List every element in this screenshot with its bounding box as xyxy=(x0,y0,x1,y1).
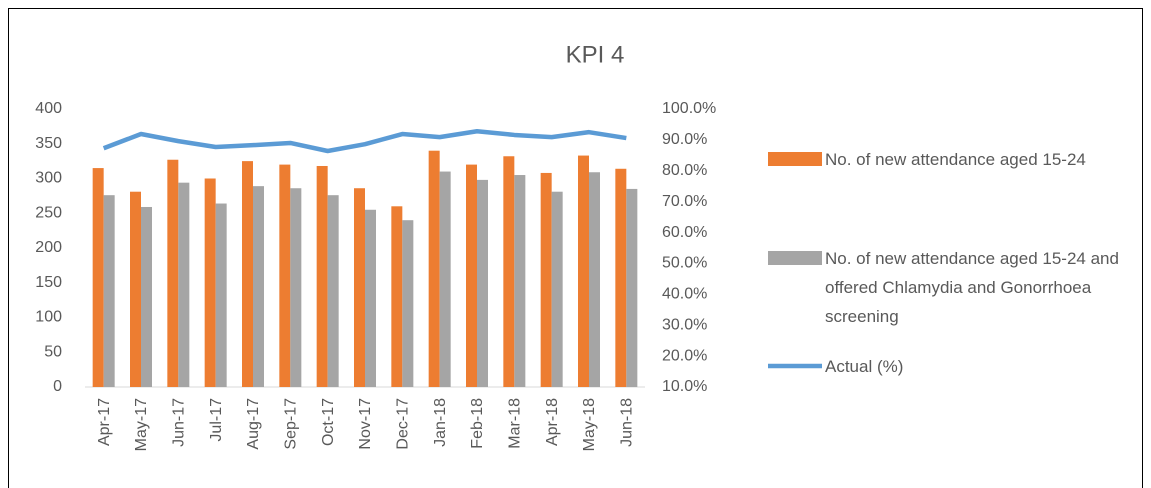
bar xyxy=(242,161,253,387)
y2-tick-label: 70.0% xyxy=(662,193,707,210)
legend-label: No. of new attendance aged 15-24 and off… xyxy=(825,249,1119,326)
legend-swatch xyxy=(768,152,822,166)
bar xyxy=(503,156,515,387)
bar xyxy=(316,165,328,387)
y-tick-label: 350 xyxy=(35,135,62,152)
bar xyxy=(130,191,141,387)
bar xyxy=(141,206,152,387)
bar xyxy=(589,172,600,387)
x-tick-label: May-18 xyxy=(581,398,598,451)
bar xyxy=(428,150,440,387)
x-tick-label: Nov-17 xyxy=(357,398,374,450)
bar xyxy=(477,179,488,387)
x-tick-label: Sep-17 xyxy=(283,398,300,450)
bar xyxy=(215,203,227,387)
chart-title: KPI 4 xyxy=(566,41,625,68)
x-tick-label: Jun-17 xyxy=(171,398,188,447)
bar xyxy=(626,188,638,387)
bar xyxy=(354,188,365,387)
y2-tick-label: 80.0% xyxy=(662,162,707,179)
bar xyxy=(167,159,179,387)
y-tick-label: 250 xyxy=(35,204,62,221)
y2-tick-label: 60.0% xyxy=(662,224,707,241)
chart-border xyxy=(8,8,1143,488)
y2-tick-label: 50.0% xyxy=(662,255,707,272)
bar xyxy=(466,164,477,387)
x-tick-label: Mar-18 xyxy=(507,398,524,449)
x-tick-label: Oct-17 xyxy=(320,398,337,446)
bar xyxy=(365,209,376,387)
x-tick-label: Jul-17 xyxy=(208,398,225,442)
x-tick-label: Dec-17 xyxy=(395,398,412,450)
y-tick-label: 400 xyxy=(35,100,62,117)
x-tick-label: Apr-17 xyxy=(96,398,113,446)
bar xyxy=(290,188,302,387)
y-tick-label: 50 xyxy=(44,343,62,360)
x-tick-label: Aug-17 xyxy=(245,398,262,450)
x-tick-label: Apr-18 xyxy=(544,398,561,446)
bar xyxy=(514,175,526,387)
bar xyxy=(402,220,414,387)
y-tick-label: 0 xyxy=(53,378,62,395)
legend-label: Actual (%) xyxy=(825,357,904,376)
bar xyxy=(391,206,403,387)
y-tick-label: 150 xyxy=(35,274,62,291)
y2-tick-label: 40.0% xyxy=(662,286,707,303)
bar xyxy=(204,178,216,387)
bar xyxy=(327,195,339,387)
x-tick-label: Jun-18 xyxy=(619,398,636,447)
bar xyxy=(103,195,115,387)
y-tick-label: 200 xyxy=(35,239,62,256)
x-tick-label: Jan-18 xyxy=(432,398,449,447)
bar xyxy=(540,172,552,387)
y2-tick-label: 20.0% xyxy=(662,347,707,364)
line-series xyxy=(102,128,627,154)
legend-label: No. of new attendance aged 15-24 xyxy=(825,150,1086,169)
y2-tick-label: 30.0% xyxy=(662,316,707,333)
y-tick-label: 100 xyxy=(35,309,62,326)
bar xyxy=(253,186,264,387)
x-tick-label: Feb-18 xyxy=(469,398,486,449)
bar xyxy=(178,182,190,387)
y2-tick-label: 100.0% xyxy=(662,100,716,117)
y-tick-label: 300 xyxy=(35,170,62,187)
bar xyxy=(578,155,589,387)
bar xyxy=(92,168,104,387)
bar xyxy=(279,164,291,387)
x-tick-label: May-17 xyxy=(133,398,150,451)
y2-tick-label: 90.0% xyxy=(662,131,707,148)
bar xyxy=(439,171,451,387)
legend-swatch xyxy=(768,251,822,265)
bar xyxy=(615,168,627,387)
bar xyxy=(551,191,563,387)
y2-tick-label: 10.0% xyxy=(662,378,707,395)
